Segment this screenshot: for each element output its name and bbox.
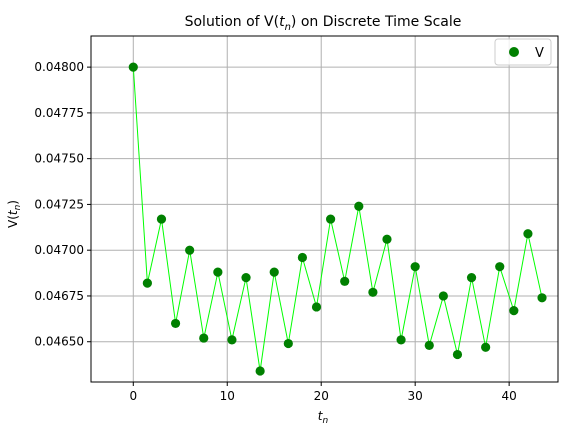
y-tick-label: 0.04675 [34, 289, 84, 303]
y-axis: 0.04650 0.04675 0.04700 0.04725 0.04750 0.047… [34, 60, 91, 349]
data-point [326, 214, 336, 224]
data-point [297, 252, 308, 263]
y-tick-label: 0.04750 [34, 152, 84, 166]
grid [91, 36, 558, 382]
data-point [382, 234, 392, 244]
data-point [156, 214, 167, 224]
data-point [170, 318, 181, 329]
data-point [354, 201, 364, 211]
chart-title: Solution of V(tn) on Discrete Time Scale [185, 14, 462, 33]
y-axis-label: V(tn) [6, 200, 23, 228]
legend-marker [509, 47, 519, 57]
y-tick-label: 0.04650 [34, 335, 84, 349]
data-point [213, 267, 223, 277]
data-point [241, 273, 251, 283]
series-line [132, 67, 543, 372]
legend-box [494, 38, 552, 66]
data-point [185, 245, 195, 255]
data-point [199, 333, 209, 343]
legend: V [494, 38, 552, 66]
data-point [410, 262, 420, 272]
data-point [227, 335, 237, 345]
data-point [283, 338, 293, 349]
data-point [438, 291, 448, 301]
data-point [495, 262, 505, 272]
data-point [424, 340, 434, 350]
data-point [466, 273, 477, 283]
data-point [368, 287, 378, 297]
data-point [311, 302, 322, 312]
x-tick-label: 10 [220, 389, 235, 403]
data-point [537, 293, 547, 303]
data-point [523, 229, 533, 239]
plot-area [90, 35, 559, 383]
y-tick-label: 0.04700 [34, 243, 84, 257]
legend-label: V [535, 46, 544, 61]
data-point [142, 278, 152, 288]
x-tick-label: 0 [129, 389, 137, 403]
data-point [255, 366, 265, 376]
x-axis-label: tn [318, 409, 329, 426]
data-point [128, 62, 138, 72]
data-point [481, 342, 491, 352]
data-point [340, 276, 350, 286]
x-tick-label: 40 [501, 389, 516, 403]
data-point [269, 267, 279, 277]
series-v [128, 62, 547, 376]
x-tick-label: 30 [408, 389, 423, 403]
x-tick-label: 20 [314, 389, 329, 403]
data-point [396, 335, 406, 345]
data-point [509, 306, 519, 316]
y-tick-label: 0.04775 [34, 106, 84, 120]
y-tick-label: 0.04800 [34, 60, 84, 74]
data-point [452, 349, 463, 360]
y-tick-label: 0.04725 [34, 197, 84, 211]
x-axis: 0 10 20 30 40 [129, 382, 517, 403]
